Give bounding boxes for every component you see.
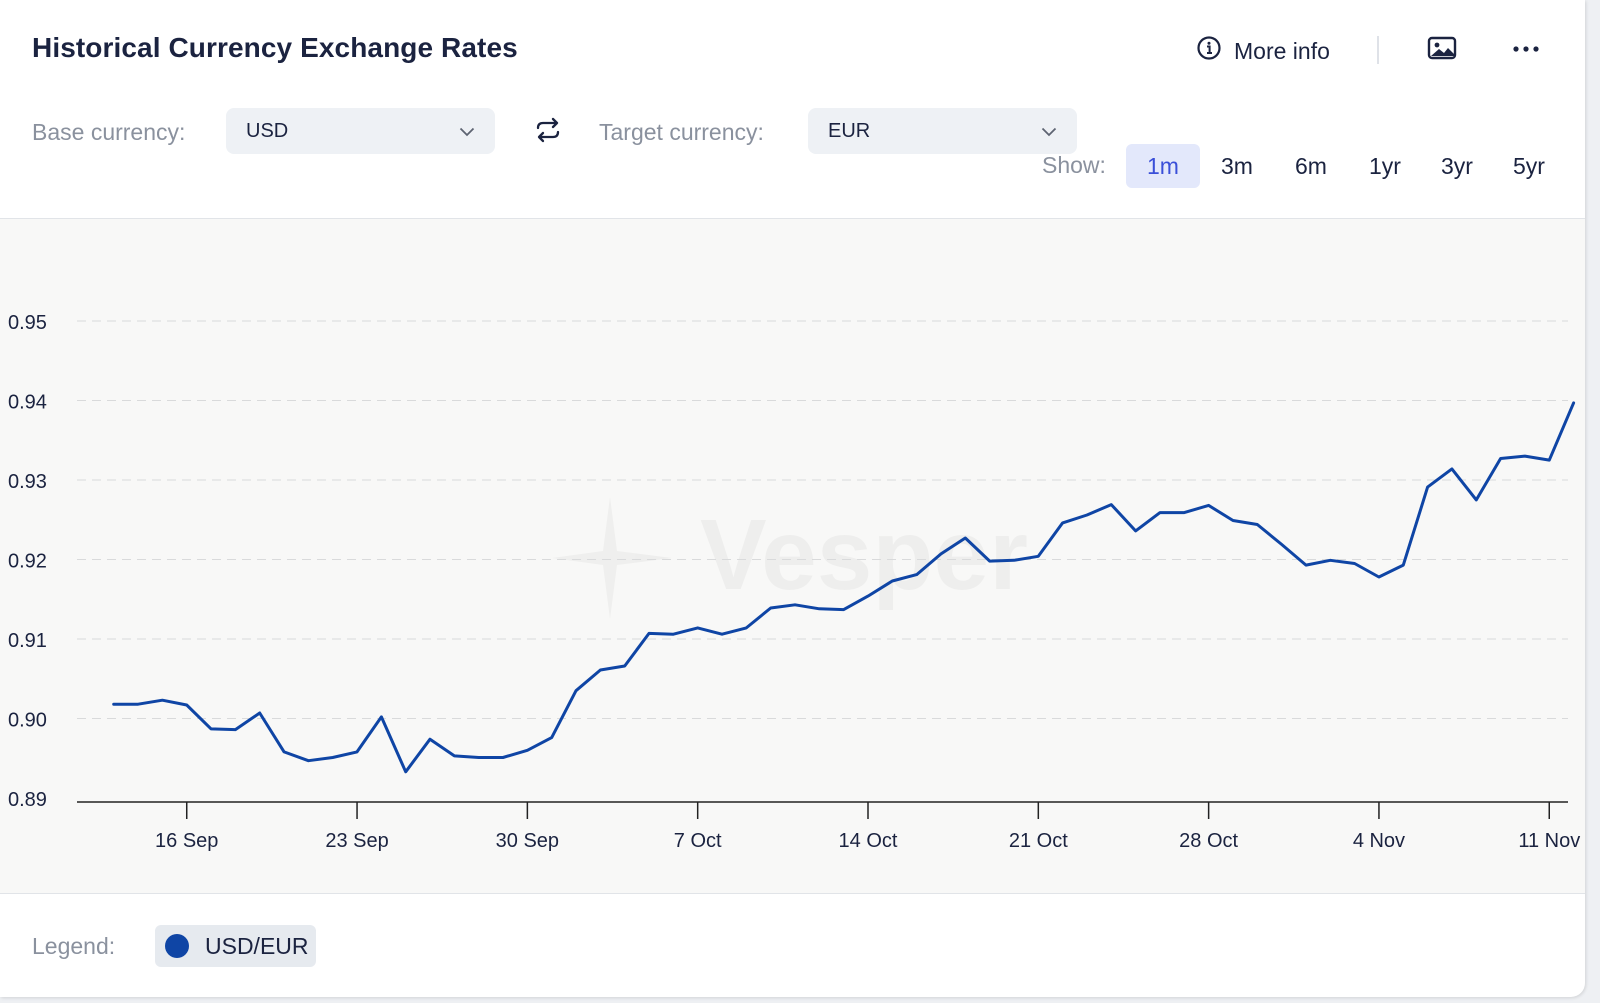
- chevron-down-icon: [459, 120, 475, 143]
- y-tick-label: 0.92: [8, 551, 47, 573]
- x-tick-label: 11 Nov: [1518, 830, 1580, 852]
- y-tick-label: 0.91: [8, 630, 47, 652]
- show-range-label: Show:: [1042, 152, 1106, 178]
- page-title: Historical Currency Exchange Rates: [32, 32, 518, 63]
- series-line-usd-eur: [112, 401, 1576, 774]
- x-tick-label: 23 Sep: [325, 830, 388, 852]
- chevron-down-icon: [1041, 120, 1057, 143]
- chart-area: Vesper 0.89 0.90 0.91 0.92 0.93 0.94 0.95 16 Se…: [0, 218, 1585, 894]
- x-tick-label: 7 Oct: [674, 830, 722, 852]
- legend-item-usd-eur[interactable]: USD/EUR: [155, 925, 316, 967]
- legend-label: Legend:: [32, 933, 116, 959]
- legend-swatch: [165, 934, 189, 958]
- y-tick-label: 0.93: [8, 471, 47, 493]
- x-tick-label: 28 Oct: [1179, 830, 1238, 852]
- header-divider: [1377, 36, 1379, 64]
- info-circle-icon: [1196, 35, 1222, 67]
- base-currency-value: USD: [246, 119, 289, 142]
- image-icon: [1427, 35, 1457, 66]
- x-tick-label: 4 Nov: [1353, 830, 1405, 852]
- range-button-3yr[interactable]: 3yr: [1441, 152, 1473, 179]
- range-button-5yr[interactable]: 5yr: [1513, 152, 1545, 179]
- range-button-3m[interactable]: 3m: [1221, 152, 1253, 179]
- base-currency-select[interactable]: USD: [226, 108, 495, 154]
- range-button-1m[interactable]: 1m: [1126, 144, 1200, 188]
- target-currency-label: Target currency:: [599, 119, 764, 145]
- more-info-button[interactable]: More info: [1196, 35, 1330, 67]
- y-tick-label: 0.90: [8, 710, 47, 732]
- range-button-1yr[interactable]: 1yr: [1369, 152, 1401, 179]
- y-tick-label: 0.89: [8, 789, 47, 811]
- y-tick-label: 0.94: [8, 391, 47, 413]
- y-tick-label: 0.95: [8, 312, 47, 334]
- watermark-text: Vesper: [700, 499, 1028, 611]
- more-info-label: More info: [1234, 37, 1330, 64]
- download-image-button[interactable]: [1424, 34, 1460, 66]
- base-currency-label: Base currency:: [32, 119, 186, 145]
- swap-arrows-icon: [534, 117, 562, 148]
- range-button-6m[interactable]: 6m: [1295, 152, 1327, 179]
- x-tick-label: 14 Oct: [839, 830, 898, 852]
- target-currency-value: EUR: [828, 119, 871, 142]
- x-tick-label: 21 Oct: [1009, 830, 1068, 852]
- legend-series-label: USD/EUR: [205, 932, 309, 959]
- more-horizontal-icon: [1512, 41, 1540, 59]
- swap-currencies-button[interactable]: [530, 116, 566, 148]
- target-currency-select[interactable]: EUR: [808, 108, 1077, 154]
- line-chart: Vesper 0.89 0.90 0.91 0.92 0.93 0.94 0.95 16 Se…: [8, 312, 1580, 852]
- x-tick-label: 30 Sep: [496, 830, 559, 852]
- x-tick-label: 16 Sep: [155, 830, 218, 852]
- watermark: Vesper: [552, 497, 1028, 619]
- more-options-button[interactable]: [1508, 34, 1544, 66]
